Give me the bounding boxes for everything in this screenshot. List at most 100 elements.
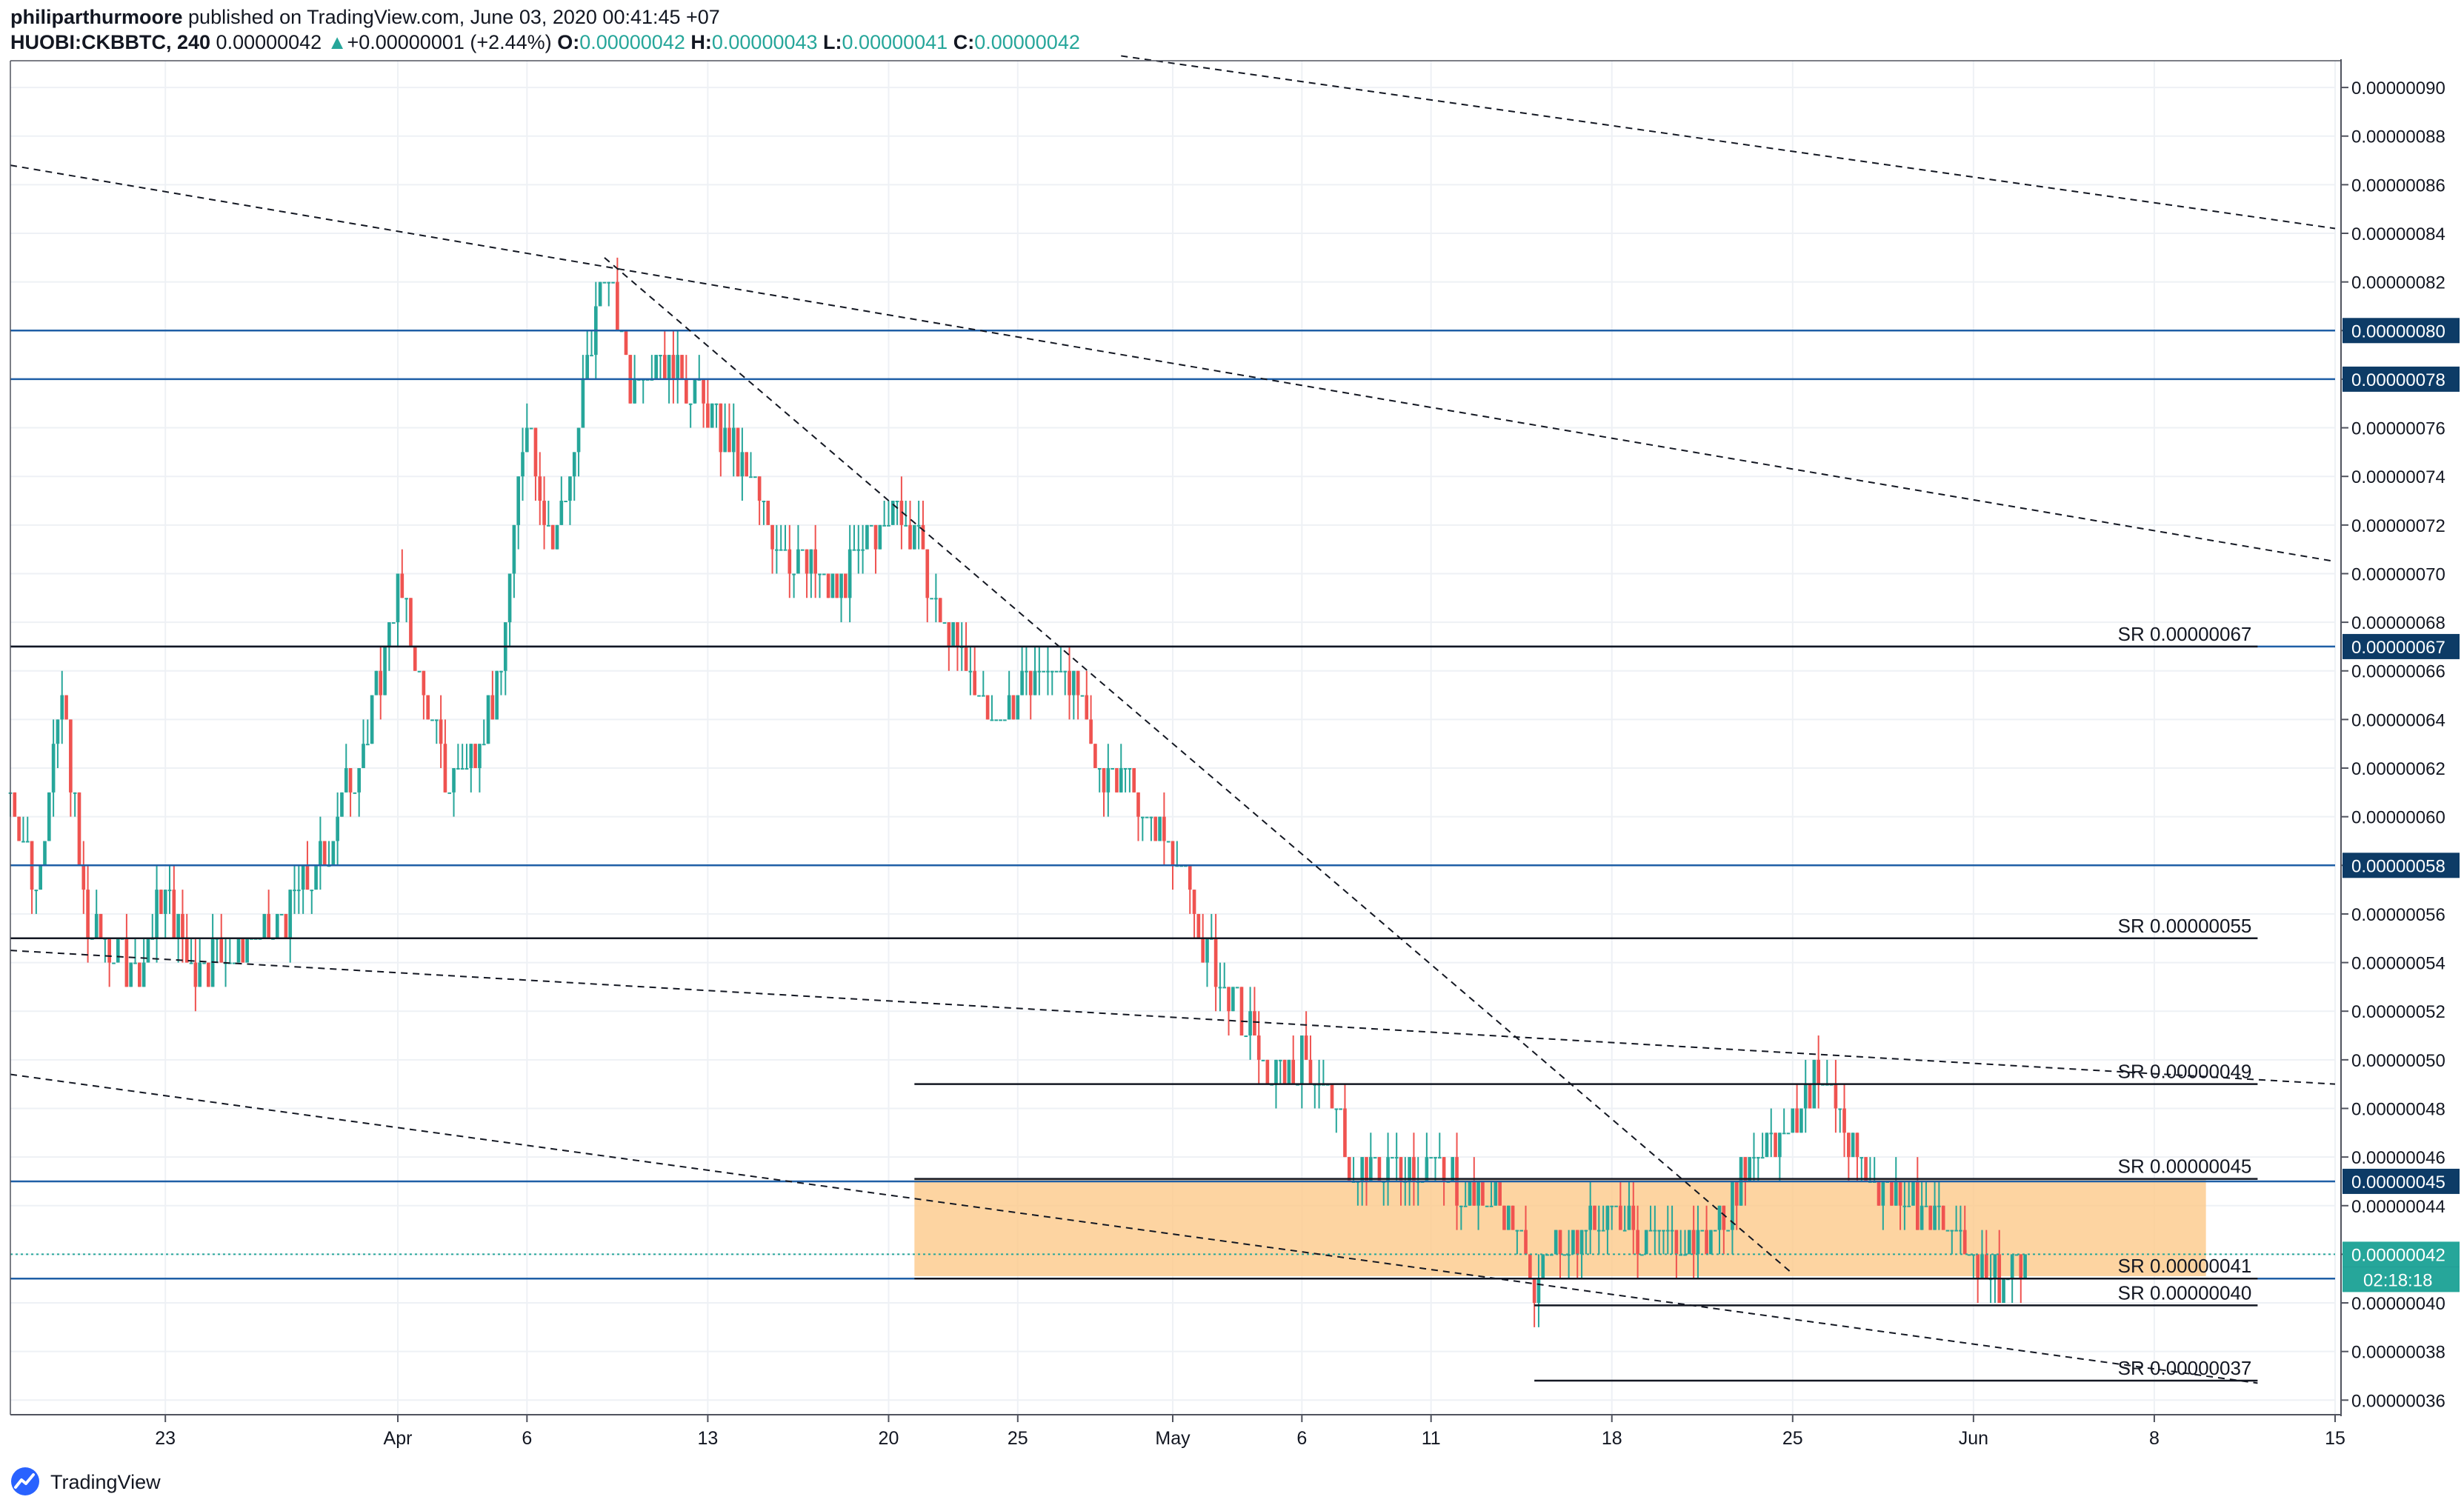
candle-body <box>1011 695 1016 720</box>
y-tick-label: 0.00000044 <box>2351 1197 2445 1217</box>
candle-body <box>1596 1230 1601 1232</box>
candle-body <box>1817 1059 1820 1084</box>
candle-body <box>1253 1011 1256 1036</box>
candle-body <box>1244 1035 1248 1038</box>
level-price-badge <box>2343 633 2460 659</box>
candle-body <box>1662 1230 1665 1232</box>
candle-body <box>830 573 835 598</box>
candle-body <box>869 524 873 527</box>
candle-body <box>1657 1230 1661 1232</box>
level-price-badge <box>2343 366 2460 392</box>
candle-body <box>1068 670 1071 696</box>
candle-body <box>107 938 111 963</box>
candle-body <box>159 890 163 914</box>
sr-label: SR 0.00000049 <box>2118 1061 2252 1083</box>
candle-body <box>1890 1181 1894 1206</box>
author-name[interactable]: philiparthurmoore <box>10 6 183 28</box>
candle-body <box>77 792 81 866</box>
candle-body <box>133 962 137 964</box>
candle-body <box>1007 695 1011 720</box>
candle-body <box>714 403 719 405</box>
candle-body <box>439 719 443 744</box>
candle-body <box>1593 1205 1596 1230</box>
y-tick-label: 0.00000066 <box>2351 662 2445 682</box>
y-tick-label: 0.00000064 <box>2351 710 2445 730</box>
candle-body <box>1343 1108 1347 1158</box>
candle-body <box>25 841 30 843</box>
candle-body <box>1554 1230 1558 1255</box>
candle-body <box>1261 1059 1265 1061</box>
candle-body <box>1980 1254 1984 1279</box>
candle-body <box>293 890 296 892</box>
candle-body <box>736 427 740 477</box>
candle-body <box>1085 695 1089 720</box>
candle-body <box>925 549 930 598</box>
candle-body <box>1502 1205 1506 1230</box>
candle-body <box>1855 1133 1859 1158</box>
x-tick-label: 20 <box>879 1428 899 1449</box>
candle-body <box>839 573 843 598</box>
candle-body <box>693 378 697 404</box>
candle-body <box>1928 1205 1933 1230</box>
candle-body <box>1782 1133 1786 1135</box>
candle-body <box>981 695 985 697</box>
candle-body <box>426 695 430 720</box>
y-tick-label: 0.00000072 <box>2351 516 2445 536</box>
candle-body <box>284 913 288 938</box>
candle-body <box>770 524 774 550</box>
candle-body <box>1881 1181 1885 1206</box>
candle-body <box>1791 1108 1795 1133</box>
candle-body <box>822 573 826 576</box>
candle-body <box>396 573 400 623</box>
candle-body <box>1898 1181 1902 1206</box>
candle-body <box>404 598 408 600</box>
candle-body <box>538 476 542 501</box>
candle-body <box>422 670 426 696</box>
candle-body <box>232 962 236 964</box>
candle-body <box>1434 1157 1437 1159</box>
candle-body <box>662 355 667 379</box>
candle-body <box>542 501 546 525</box>
candle-body <box>848 549 852 598</box>
candle-body <box>184 938 189 963</box>
x-tick-label: 13 <box>697 1428 718 1449</box>
candle-body <box>124 938 129 987</box>
y-tick-label: 0.00000040 <box>2351 1294 2445 1314</box>
candle-body <box>753 476 757 478</box>
symbol-name[interactable]: HUOBI:CKBBTC, 240 <box>10 31 211 53</box>
candle-body <box>951 622 955 647</box>
candle-body <box>792 573 796 576</box>
candle-body <box>1265 1059 1270 1084</box>
candle-body <box>279 913 284 915</box>
trend-line <box>1121 55 2336 230</box>
price-change: +0.00000001 (+2.44%) <box>347 31 552 53</box>
candle-body <box>1765 1133 1769 1158</box>
y-tick-label: 0.00000082 <box>2351 273 2445 293</box>
candle-body <box>1158 816 1162 841</box>
y-tick-label: 0.00000076 <box>2351 419 2445 439</box>
candle-body <box>1437 1157 1442 1159</box>
price-badges: 0.00000080 0.00000078 0.00000067 0.00000058… <box>2343 318 2460 1292</box>
candle-body <box>1059 670 1063 673</box>
candle-body <box>1205 938 1209 963</box>
candle-body <box>1072 670 1076 696</box>
candle-body <box>878 524 882 550</box>
candle-body <box>189 962 193 964</box>
candle-body <box>138 962 141 987</box>
candle-body <box>1803 1084 1808 1109</box>
candle-body <box>1304 1035 1308 1060</box>
sr-label: SR 0.00000040 <box>2118 1281 2252 1304</box>
candle-body <box>1274 1059 1278 1084</box>
candle-body <box>1188 865 1192 890</box>
sr-label: SR 0.00000045 <box>2118 1155 2252 1178</box>
candle-body <box>1300 1035 1304 1084</box>
trend-line <box>10 950 2336 1085</box>
candle-body <box>710 403 714 428</box>
candle-body <box>348 768 353 793</box>
candle-body <box>1149 816 1153 818</box>
candle-body <box>340 792 344 817</box>
candle-body <box>434 719 439 721</box>
y-tick-label: 0.00000046 <box>2351 1148 2445 1168</box>
candle-body <box>706 403 710 428</box>
